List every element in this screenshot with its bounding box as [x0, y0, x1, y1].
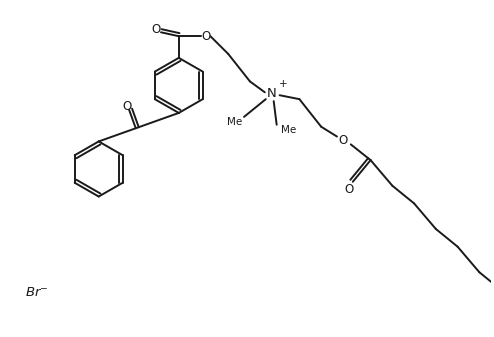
Text: O: O	[338, 134, 348, 147]
Text: O: O	[202, 30, 211, 43]
Text: Me: Me	[227, 117, 242, 127]
Text: +: +	[279, 80, 288, 89]
Text: N: N	[267, 87, 277, 100]
Text: Br$^{-}$: Br$^{-}$	[25, 286, 48, 299]
Text: O: O	[123, 100, 132, 113]
Text: O: O	[151, 23, 161, 36]
Text: O: O	[344, 183, 354, 196]
Text: Me: Me	[281, 125, 296, 135]
